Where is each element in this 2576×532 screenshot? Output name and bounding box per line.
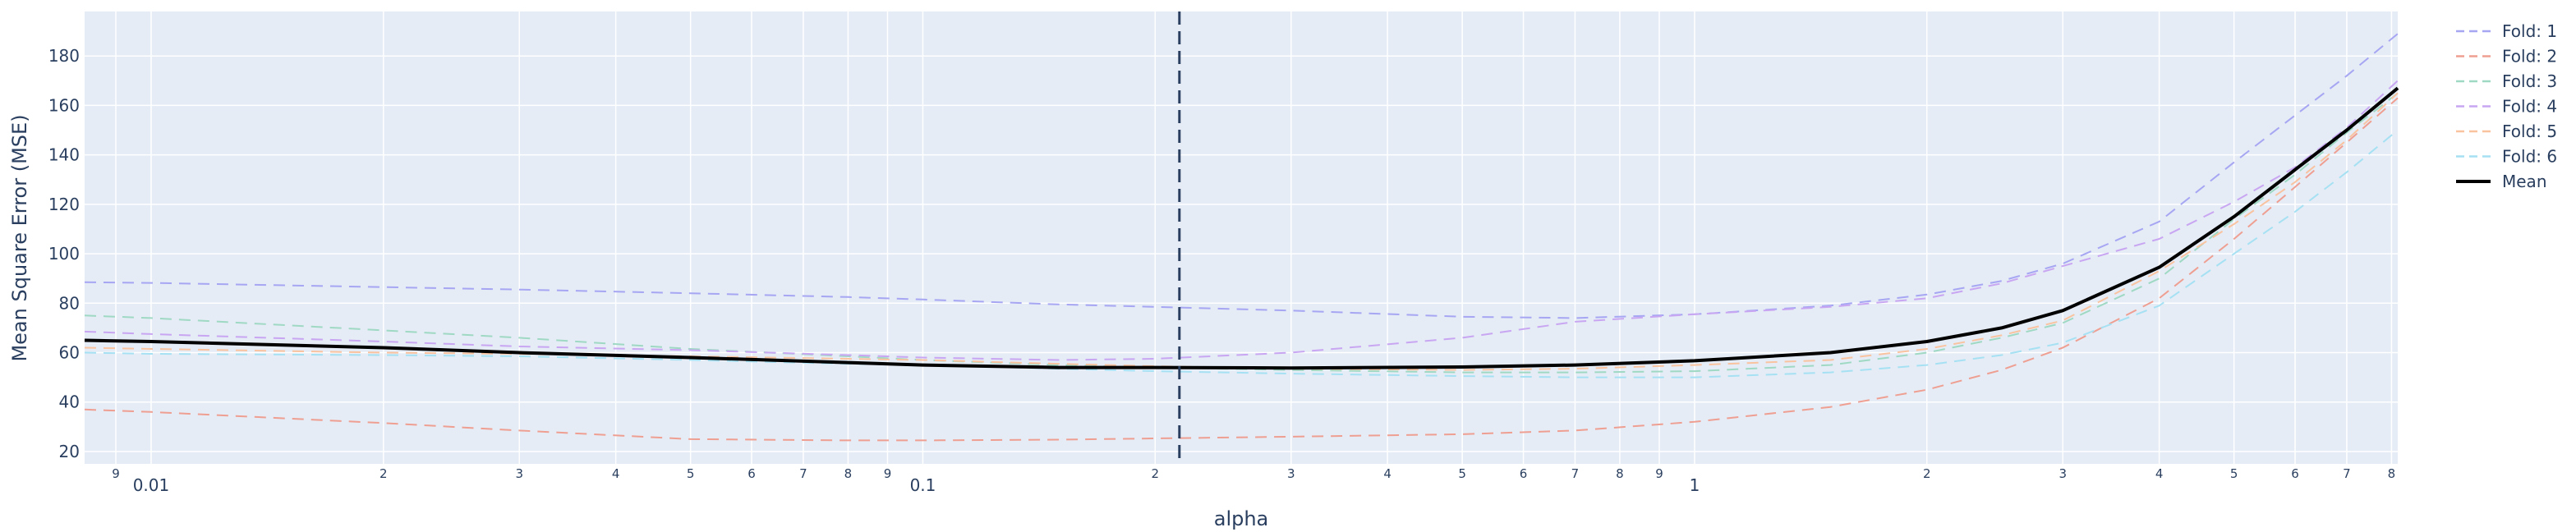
x-major-tick-label: 1 — [1690, 475, 1700, 495]
x-minor-tick-label: 5 — [1458, 466, 1466, 481]
series-lines — [84, 33, 2399, 442]
y-tick-label: 80 — [59, 293, 80, 313]
legend-label: Fold: 4 — [2502, 97, 2557, 117]
series-line-fold-6 — [84, 129, 2399, 378]
x-minor-tick-label: 4 — [1383, 466, 1392, 481]
legend-label: Mean — [2502, 172, 2547, 191]
x-minor-tick-label: 7 — [799, 466, 807, 481]
legend-item[interactable]: Fold: 1 — [2456, 21, 2557, 41]
legend-item[interactable]: Fold: 6 — [2456, 147, 2557, 167]
x-minor-tick-label: 2 — [380, 466, 388, 481]
x-minor-tick-label: 7 — [2343, 466, 2351, 481]
x-minor-tick-label: 2 — [1923, 466, 1931, 481]
y-tick-label: 20 — [59, 442, 80, 461]
x-minor-tick-label: 2 — [1152, 466, 1160, 481]
legend-item[interactable]: Fold: 5 — [2456, 122, 2557, 141]
y-tick-label: 180 — [48, 46, 80, 66]
x-minor-tick-label: 9 — [884, 466, 892, 481]
legend-item[interactable]: Mean — [2456, 172, 2547, 191]
y-tick-label: 140 — [48, 145, 80, 165]
x-minor-tick-label: 8 — [844, 466, 853, 481]
series-line-fold-3 — [84, 92, 2399, 374]
y-tick-label: 120 — [48, 195, 80, 214]
legend-label: Fold: 6 — [2502, 147, 2557, 167]
x-minor-tick-label: 3 — [1287, 466, 1295, 481]
series-line-mean — [84, 86, 2399, 370]
x-minor-tick-label: 5 — [687, 466, 695, 481]
x-tick-labels: 9 2 3 4 5 6 7 8 9 2 3 4 5 6 7 8 9 2 3 4 5 6 7 8 0.01 0.1 1 — [112, 466, 2395, 495]
y-tick-label: 160 — [48, 95, 80, 115]
x-minor-tick-label: 5 — [2230, 466, 2238, 481]
x-minor-tick-label: 4 — [2155, 466, 2164, 481]
grid-lines — [85, 11, 2398, 464]
legend-item[interactable]: Fold: 4 — [2456, 97, 2557, 117]
legend-item[interactable]: Fold: 2 — [2456, 47, 2557, 66]
plot-background — [85, 11, 2398, 464]
x-minor-tick-label: 9 — [1655, 466, 1663, 481]
series-line-fold-2 — [84, 97, 2399, 442]
legend-label: Fold: 3 — [2502, 71, 2557, 91]
y-axis-title: Mean Square Error (MSE) — [8, 114, 31, 361]
x-minor-tick-label: 4 — [612, 466, 620, 481]
y-tick-label: 100 — [48, 244, 80, 264]
y-tick-labels: 20 40 60 80 100 120 140 160 180 — [48, 46, 80, 461]
legend-label: Fold: 5 — [2502, 122, 2557, 141]
series-line-fold-1 — [84, 33, 2399, 319]
x-minor-tick-label: 8 — [2388, 466, 2396, 481]
x-minor-tick-label: 9 — [112, 466, 120, 481]
x-axis-title: alpha — [1214, 507, 1269, 530]
legend[interactable]: Fold: 1 Fold: 2 Fold: 3 Fold: 4 Fold: 5 Fold:… — [2456, 21, 2557, 191]
x-minor-tick-label: 8 — [1616, 466, 1624, 481]
x-major-tick-label: 0.1 — [910, 475, 936, 495]
x-minor-tick-label: 6 — [748, 466, 756, 481]
x-minor-tick-label: 6 — [1520, 466, 1528, 481]
x-major-tick-label: 0.01 — [133, 475, 170, 495]
y-tick-label: 40 — [59, 392, 80, 412]
legend-label: Fold: 1 — [2502, 21, 2557, 41]
series-line-fold-4 — [84, 80, 2399, 361]
legend-label: Fold: 2 — [2502, 47, 2557, 66]
legend-item[interactable]: Fold: 3 — [2456, 71, 2557, 91]
x-minor-tick-label: 7 — [1571, 466, 1580, 481]
y-tick-label: 60 — [59, 343, 80, 363]
x-minor-tick-label: 3 — [2058, 466, 2067, 481]
x-minor-tick-label: 3 — [515, 466, 523, 481]
x-minor-tick-label: 6 — [2291, 466, 2299, 481]
